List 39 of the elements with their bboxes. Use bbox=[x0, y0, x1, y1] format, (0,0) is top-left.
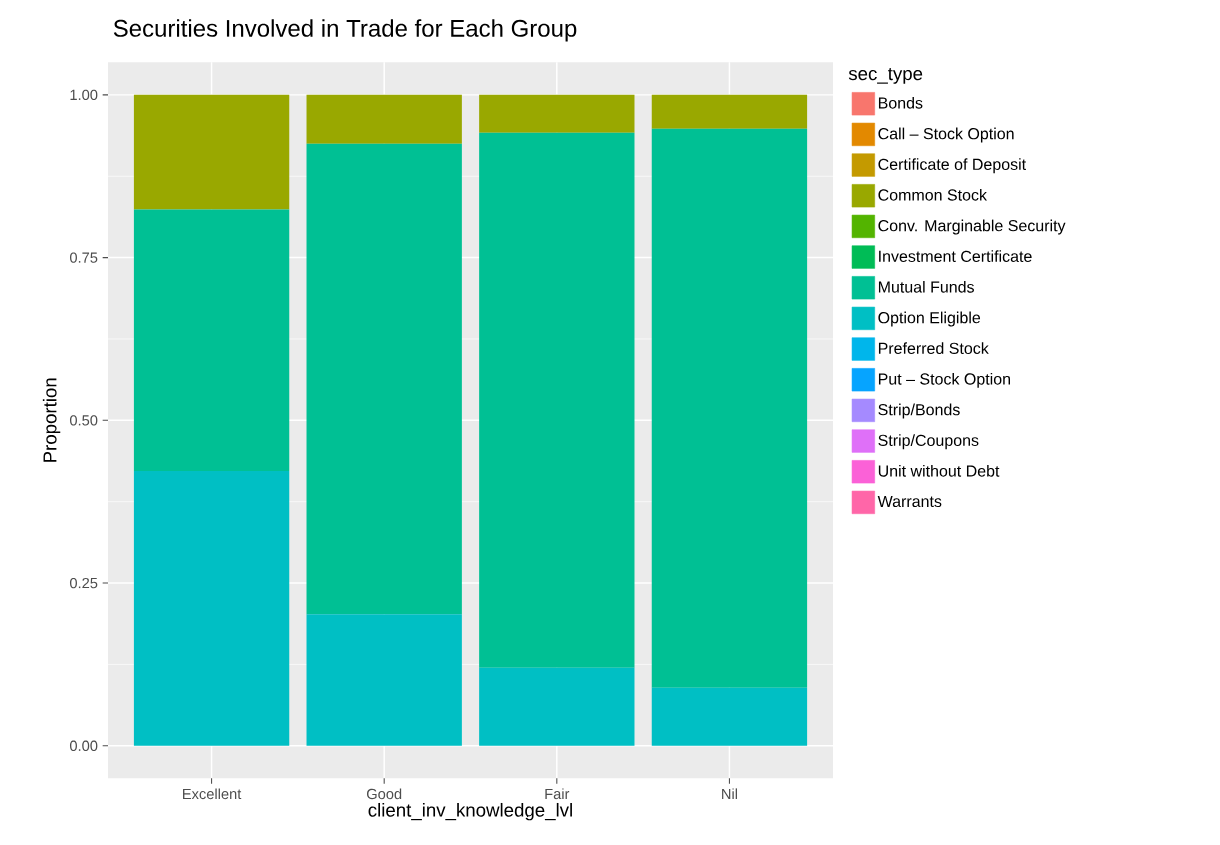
bar bbox=[306, 614, 462, 746]
x-tick-label: Nil bbox=[722, 788, 737, 799]
legend-label: Common Stock bbox=[878, 188, 988, 201]
legend-label: Preferred Stock bbox=[878, 342, 989, 354]
legend-label: Certificate of Deposit bbox=[878, 158, 1026, 174]
legend-label: Conv. Marginable Security bbox=[878, 219, 1066, 235]
bar bbox=[479, 132, 635, 668]
y-axis-title: Proportion bbox=[42, 378, 61, 462]
bar bbox=[133, 94, 290, 210]
x-tick-label: Excellent bbox=[183, 788, 242, 799]
bar bbox=[479, 667, 635, 746]
y-tick-label: 0.00 bbox=[69, 740, 98, 751]
bar bbox=[479, 94, 635, 133]
bar bbox=[651, 687, 808, 746]
y-tick-label: 0.75 bbox=[69, 252, 98, 263]
legend-label: Strip/Bonds bbox=[878, 403, 960, 419]
legend-label: Bonds bbox=[878, 96, 923, 109]
bar bbox=[651, 128, 808, 688]
legend-label: Investment Certificate bbox=[879, 250, 1032, 262]
bar bbox=[133, 470, 290, 746]
x-axis-title: client_inv_knowledge_lvl bbox=[368, 802, 572, 821]
bar bbox=[651, 94, 808, 129]
legend-label: Option Eligible bbox=[878, 311, 981, 327]
x-tick-label: Good bbox=[366, 788, 402, 799]
bar bbox=[306, 94, 462, 144]
x-tick-label: Fair bbox=[545, 788, 570, 799]
legend-label: Strip/Coupons bbox=[878, 434, 979, 450]
bar bbox=[306, 143, 462, 615]
y-tick-label: 1.00 bbox=[70, 89, 98, 100]
y-tick-label: 0.25 bbox=[69, 577, 98, 589]
legend-label: Mutual Funds bbox=[878, 280, 974, 293]
chart-title: Securities Involved in Trade for Each Group bbox=[113, 19, 577, 42]
legend-label: Put – Stock Option bbox=[878, 372, 1010, 388]
y-tick-label: 0.50 bbox=[69, 414, 98, 426]
legend-title: sec_type bbox=[848, 67, 923, 84]
legend-label: Warrants bbox=[877, 495, 942, 507]
legend-label: Unit without Debt bbox=[878, 464, 1000, 477]
bar bbox=[133, 209, 290, 471]
legend-label: Call – Stock Option bbox=[878, 127, 1014, 143]
